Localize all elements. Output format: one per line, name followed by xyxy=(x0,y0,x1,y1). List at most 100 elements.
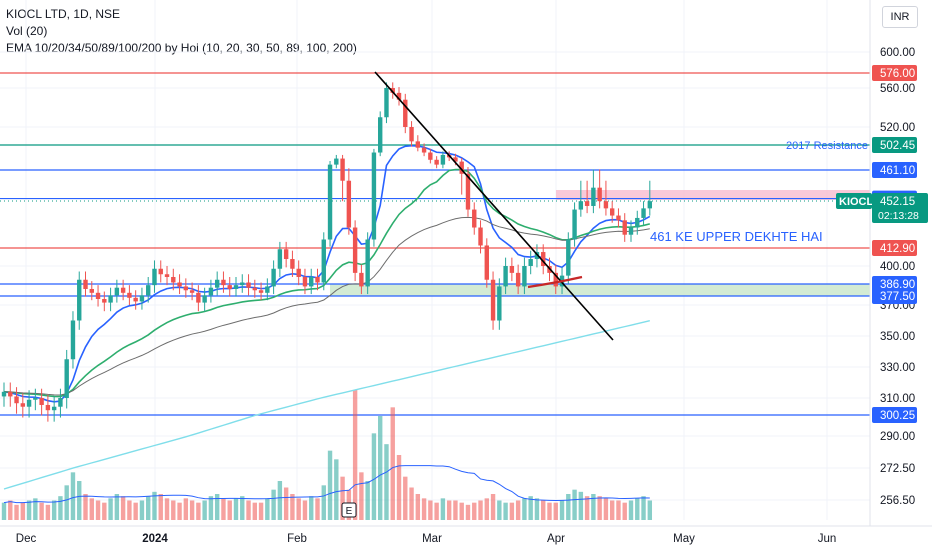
candle xyxy=(459,157,464,195)
candle xyxy=(635,210,640,235)
candle-body xyxy=(189,290,195,293)
candle-body xyxy=(428,152,433,160)
candle xyxy=(95,285,101,307)
candle-body xyxy=(440,154,446,165)
candle xyxy=(196,285,201,312)
currency-selector[interactable]: INR xyxy=(882,6,918,28)
candle xyxy=(421,143,427,157)
volume-bar xyxy=(277,481,283,520)
candle xyxy=(396,87,402,106)
volume-bar xyxy=(246,500,251,520)
candle xyxy=(478,220,483,254)
candle-body xyxy=(171,276,176,283)
candle-body xyxy=(302,276,308,287)
volume-bar xyxy=(51,500,57,520)
candle xyxy=(415,135,421,152)
volume-bar xyxy=(139,500,145,520)
candle-body xyxy=(277,249,283,269)
candle xyxy=(390,82,395,99)
y-tick-label: 330.00 xyxy=(880,362,915,374)
candle xyxy=(171,268,176,291)
y-tick-label: 350.00 xyxy=(880,331,915,343)
volume-bar xyxy=(396,455,402,520)
candle xyxy=(296,260,301,286)
candle xyxy=(51,396,57,422)
candle xyxy=(277,241,283,277)
volume-bar xyxy=(327,450,333,520)
volume-bar xyxy=(609,500,615,520)
volume-bar xyxy=(534,498,540,520)
candle-body xyxy=(616,215,621,221)
candle-body xyxy=(51,406,57,411)
volume-bar xyxy=(158,494,163,520)
candle-body xyxy=(196,292,201,303)
candle-body xyxy=(334,158,339,165)
price-tag xyxy=(872,65,917,81)
volume-bar xyxy=(334,459,339,520)
candle-body xyxy=(478,227,483,246)
volume-bar xyxy=(321,485,326,520)
volume-bar xyxy=(171,500,176,520)
candle xyxy=(409,121,414,147)
candle xyxy=(133,290,138,310)
candle xyxy=(183,278,189,298)
candle-body xyxy=(553,272,558,287)
candle-body xyxy=(152,268,157,286)
price-tag-label: 576.00 xyxy=(880,68,915,80)
candle xyxy=(26,390,32,418)
candle xyxy=(102,291,107,312)
candle xyxy=(177,274,182,295)
candle xyxy=(647,180,653,216)
x-tick-label: Feb xyxy=(287,533,307,545)
volume-bar xyxy=(591,494,596,520)
candle-body xyxy=(258,290,264,293)
candle xyxy=(309,268,314,295)
volume-bar xyxy=(1,502,7,520)
volume-bar xyxy=(208,496,214,520)
candle-body xyxy=(396,92,402,100)
candle-body xyxy=(39,398,44,405)
candle-body xyxy=(64,359,69,398)
candle-body xyxy=(365,239,370,287)
volume-bar xyxy=(233,498,239,520)
volume-bar xyxy=(584,496,590,520)
resistance-zone xyxy=(556,190,870,200)
candle-body xyxy=(265,286,270,293)
volume-bar xyxy=(114,494,120,520)
price-tag xyxy=(872,162,917,178)
candle-body xyxy=(415,141,421,148)
candle-body xyxy=(120,287,126,293)
candle xyxy=(497,278,502,330)
candle-body xyxy=(221,279,226,286)
volume-bar xyxy=(315,498,320,520)
candle xyxy=(265,278,270,301)
volume-bar xyxy=(283,487,289,520)
candle-body xyxy=(340,158,345,181)
note-text: 461 KE UPPER DEKHTE HAI xyxy=(650,229,823,244)
volume-bar xyxy=(572,489,577,520)
volume-bar xyxy=(340,476,345,520)
price-tag xyxy=(872,240,917,256)
candle-body xyxy=(70,320,76,360)
ema-long-line xyxy=(3,320,650,490)
volume-bar xyxy=(102,502,107,520)
candle-body xyxy=(315,276,320,283)
candle xyxy=(541,244,546,275)
volume-bar xyxy=(541,500,546,520)
candle-body xyxy=(164,274,170,277)
volume-bar xyxy=(547,502,552,520)
candle-body xyxy=(89,288,94,293)
volume-bar xyxy=(390,407,395,520)
volume-bar xyxy=(152,491,157,520)
volume-bar xyxy=(26,500,32,520)
volume-bar xyxy=(33,498,38,520)
candle xyxy=(158,260,163,283)
volume-bar xyxy=(553,502,558,520)
candle xyxy=(428,148,433,164)
candle xyxy=(77,271,82,330)
trend-line xyxy=(374,71,614,341)
candle xyxy=(597,169,602,209)
x-tick-label: Dec xyxy=(16,533,37,545)
volume-bar xyxy=(566,494,571,520)
